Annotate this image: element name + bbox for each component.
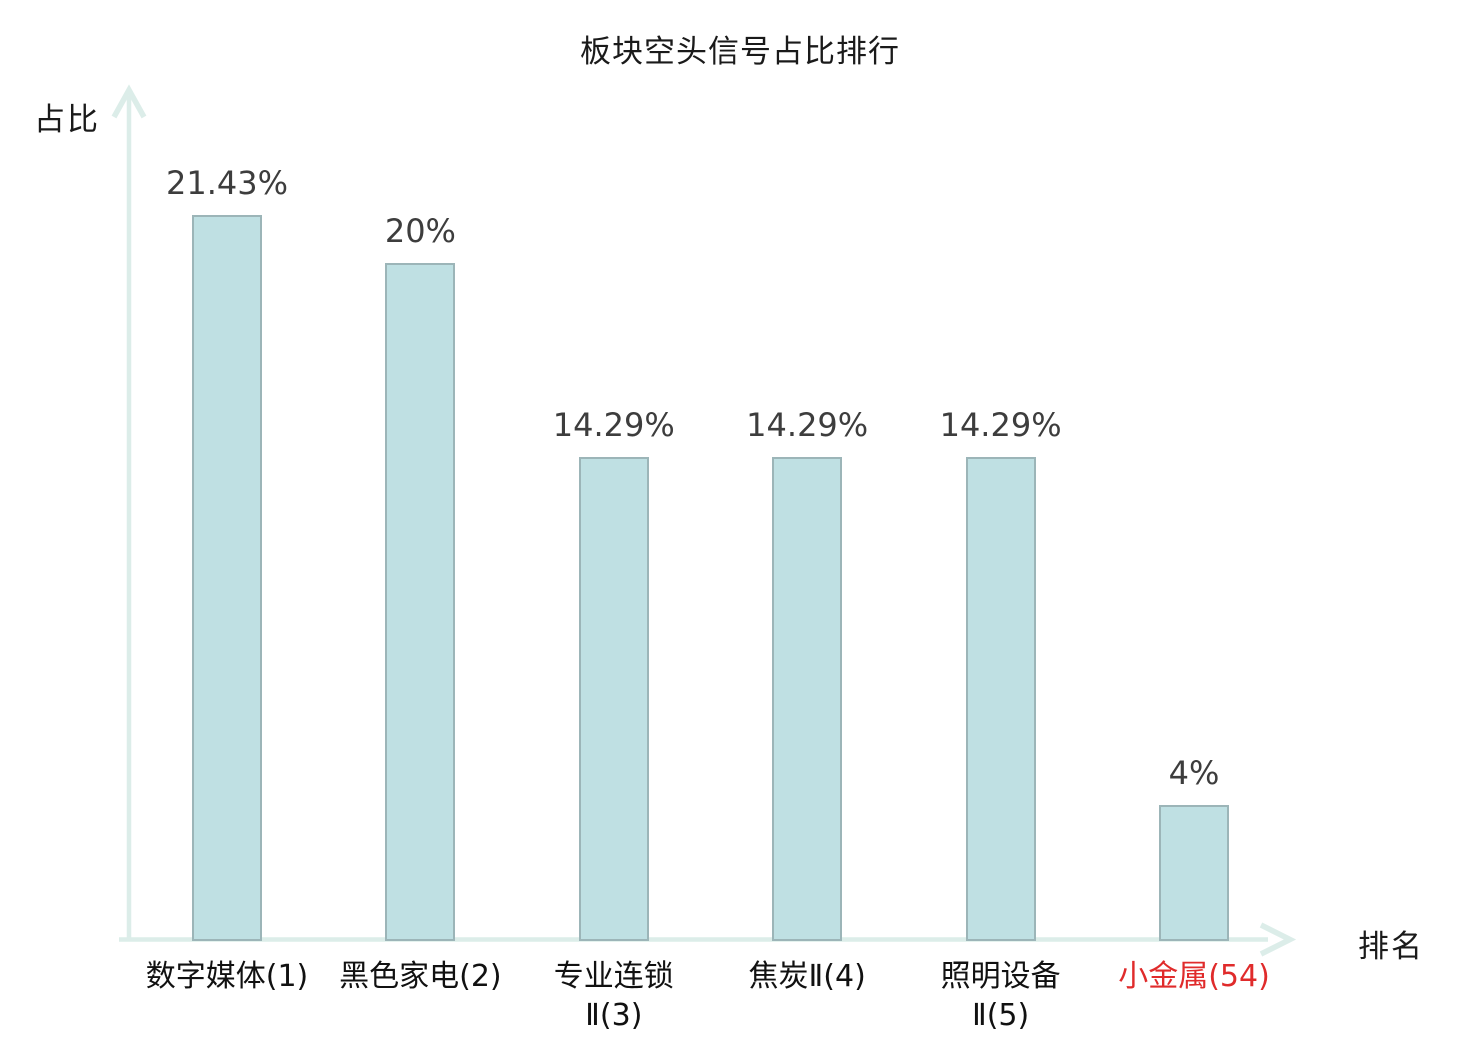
category-label: 焦炭Ⅱ(4) — [687, 957, 927, 996]
bar — [578, 456, 649, 941]
bar — [965, 456, 1036, 941]
bar-value-label: 14.29% — [552, 405, 675, 444]
category-label-line: 小金属(54) — [1118, 959, 1270, 994]
category-label: 数字媒体(1) — [107, 957, 347, 996]
y-axis-arrow-icon — [111, 84, 147, 119]
bar-value-label: 4% — [1168, 754, 1220, 793]
x-axis-label: 排名 — [1358, 929, 1424, 965]
bar — [772, 456, 843, 941]
category-label-line: 照明设备 — [940, 959, 1061, 994]
category-label-line: Ⅱ(5) — [971, 998, 1030, 1033]
bar-value-label: 14.29% — [746, 405, 869, 444]
bar-value-label: 21.43% — [165, 163, 288, 202]
category-label-line: 专业连锁 — [553, 959, 674, 994]
bar — [385, 263, 456, 941]
x-axis-arrow-icon — [1259, 922, 1297, 957]
bar — [1159, 805, 1229, 941]
category-label: 照明设备 Ⅱ(5) — [881, 957, 1121, 1035]
category-label-line: 焦炭Ⅱ(4) — [748, 959, 866, 994]
bar — [192, 214, 262, 941]
chart-title: 板块空头信号占比排行 — [580, 34, 900, 70]
category-label: 小金属(54) — [1074, 957, 1314, 996]
bar-value-label: 20% — [384, 212, 456, 250]
category-label-line: Ⅱ(3) — [585, 998, 643, 1033]
y-axis-label: 占比 — [34, 102, 100, 138]
category-label-line: 数字媒体(1) — [145, 959, 309, 994]
category-label: 黑色家电(2) — [300, 957, 540, 996]
category-label-line: 黑色家电(2) — [339, 959, 502, 994]
category-label: 专业连锁 Ⅱ(3) — [494, 957, 734, 1035]
bar-value-label: 14.29% — [939, 405, 1062, 444]
